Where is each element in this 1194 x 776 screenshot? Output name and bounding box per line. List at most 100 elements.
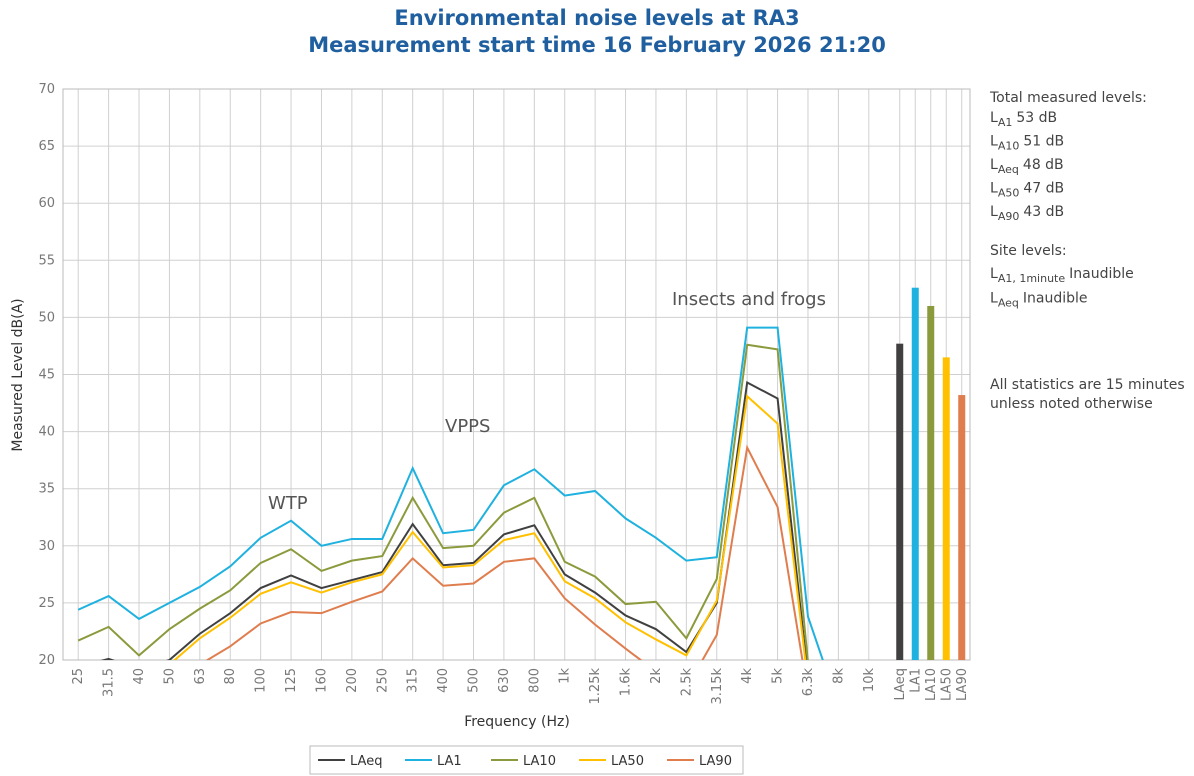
plot-frame [62, 88, 971, 661]
side-item: LAeq Inaudible [990, 291, 1088, 310]
x-tick-label: 100 [254, 668, 269, 693]
x-tick-label: 63 [193, 668, 208, 685]
x-tick-label: 4k [740, 668, 755, 684]
legend-label: LA1 [437, 754, 462, 769]
side-item: LA1 53 dB [990, 110, 1057, 129]
y-tick-label: 25 [38, 596, 55, 611]
bar [911, 287, 919, 660]
symbol: L [990, 266, 998, 282]
side-item: LA90 43 dB [990, 204, 1064, 223]
x-tick-label: 80 [223, 668, 238, 685]
value-text: 53 dB [1016, 110, 1057, 126]
side-item: LA50 47 dB [990, 181, 1064, 200]
side-heading: Total measured levels: [989, 90, 1147, 106]
value-text: Inaudible [1023, 291, 1088, 307]
y-tick-label: 70 [38, 82, 55, 97]
chart-title: Environmental noise levels at RA3 [394, 6, 799, 30]
series-line [173, 394, 807, 660]
side-heading: Site levels: [990, 243, 1067, 259]
y-tick-label: 20 [38, 653, 55, 668]
side-note: All statistics are 15 minutes [990, 377, 1185, 393]
side-item: LA10 51 dB [990, 134, 1064, 153]
legend-label: LA50 [611, 754, 644, 769]
value-text: Inaudible [1069, 266, 1134, 282]
subscript: A10 [998, 140, 1020, 153]
x-axis-label: Frequency (Hz) [464, 714, 570, 730]
x-tick-label: 1.25k [588, 668, 603, 705]
y-tick-label: 35 [38, 482, 55, 497]
x-tick-label: 1k [558, 668, 573, 684]
symbol: L [990, 110, 998, 126]
series-line [77, 326, 824, 660]
value-text: 43 dB [1023, 204, 1064, 220]
x-tick-label: 40 [132, 668, 147, 685]
x-tick-label: LAeq [893, 668, 908, 700]
subscript: A1 [998, 116, 1013, 129]
x-tick-label: 400 [436, 668, 451, 693]
x-tick-label: 800 [527, 668, 542, 693]
symbol: L [990, 291, 998, 307]
legend-box [309, 745, 744, 775]
x-tick-label: 500 [467, 668, 482, 693]
subscript: A90 [998, 210, 1020, 223]
annotation: WTP [268, 493, 308, 514]
x-tick-label: LA10 [924, 668, 939, 701]
value-text: 47 dB [1023, 181, 1064, 197]
side-item: LAeq 48 dB [990, 157, 1064, 176]
subscript: Aeq [998, 297, 1019, 310]
x-tick-label: 630 [497, 668, 512, 693]
x-tick-label: 25 [71, 668, 86, 685]
x-tick-label: LA50 [939, 668, 954, 701]
bar [927, 305, 935, 660]
y-tick-label: 45 [38, 368, 55, 383]
symbol: L [990, 157, 998, 173]
x-tick-label: 5k [771, 668, 786, 684]
x-tick-label: 10k [862, 668, 877, 693]
legend-label: LA10 [523, 754, 556, 769]
lines [77, 326, 824, 660]
bar [896, 343, 904, 660]
y-tick-label: 40 [38, 425, 55, 440]
x-tick-label: 31.5 [102, 668, 117, 697]
x-tick-label: 2k [649, 668, 664, 684]
bar [958, 395, 966, 660]
bar [942, 357, 950, 660]
legend-label: LA90 [699, 754, 732, 769]
chart-subtitle: Measurement start time 16 February 2026 … [308, 33, 886, 57]
x-tick-label: 200 [345, 668, 360, 693]
annotation: Insects and frogs [672, 289, 826, 310]
x-tick-label: 125 [284, 668, 299, 693]
value-text: 51 dB [1023, 134, 1064, 150]
x-tick-label: 50 [162, 668, 177, 685]
subscript: Aeq [998, 163, 1019, 176]
subscript: A1, 1minute [998, 272, 1066, 285]
x-tick-label: 315 [406, 668, 421, 693]
y-tick-label: 60 [38, 196, 55, 211]
y-axis-label: Measured Level dB(A) [10, 298, 26, 451]
x-tick-label: 2.5k [679, 668, 694, 697]
x-tick-label: 250 [375, 668, 390, 693]
x-tick-label: 6.3k [801, 668, 816, 697]
x-tick-label: LA90 [955, 668, 970, 701]
x-tick-label: LA1 [908, 668, 923, 693]
y-tick-label: 55 [38, 253, 55, 268]
series-line [77, 343, 809, 660]
series-line [100, 380, 808, 660]
side-note: unless noted otherwise [990, 396, 1153, 412]
symbol: L [990, 134, 998, 150]
y-tick-label: 30 [38, 539, 55, 554]
symbol: L [990, 204, 998, 220]
series-line [205, 444, 804, 660]
x-tick-label: 160 [314, 668, 329, 693]
symbol: L [990, 181, 998, 197]
value-text: 48 dB [1023, 157, 1064, 173]
side-item: LA1, 1minute Inaudible [990, 266, 1134, 285]
x-tick-label: 1.6k [619, 668, 634, 697]
y-tick-label: 50 [38, 310, 55, 325]
annotation: VPPS [445, 416, 490, 437]
subscript: A50 [998, 187, 1020, 200]
x-tick-label: 3.15k [710, 668, 725, 705]
y-tick-label: 65 [38, 139, 55, 154]
x-tick-label: 8k [831, 668, 846, 684]
